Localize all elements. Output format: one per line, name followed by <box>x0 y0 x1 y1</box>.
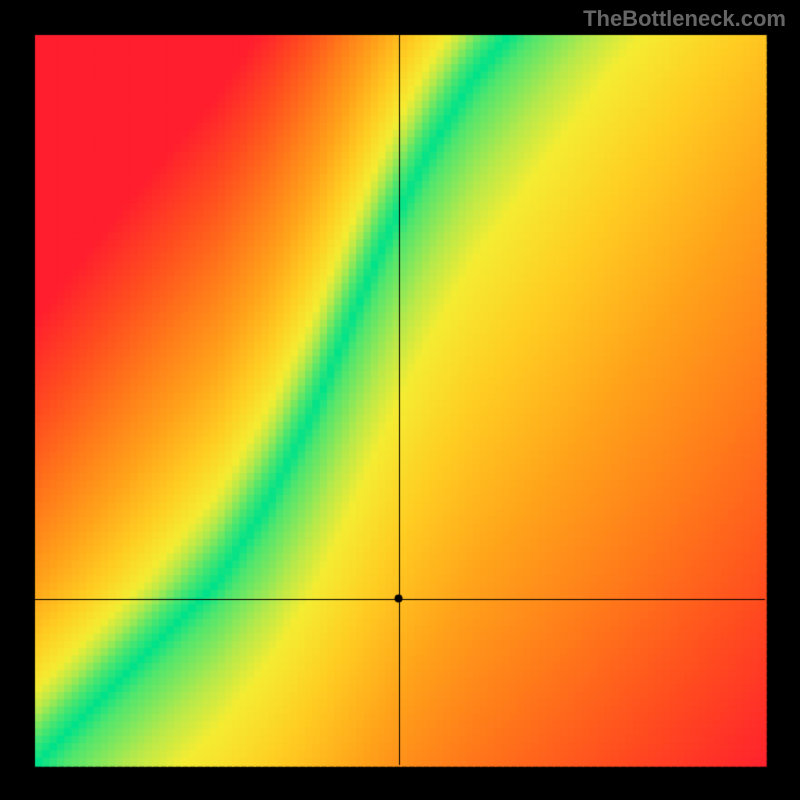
attribution-label: TheBottleneck.com <box>583 6 786 32</box>
chart-container: TheBottleneck.com <box>0 0 800 800</box>
heatmap-canvas <box>0 0 800 800</box>
